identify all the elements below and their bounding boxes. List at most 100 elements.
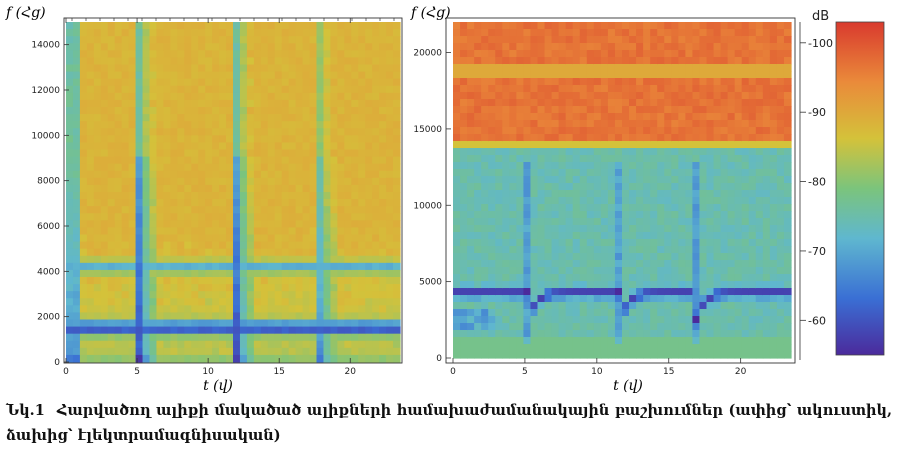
spectrogram-cell xyxy=(135,199,144,207)
spectrogram-cell xyxy=(358,177,366,186)
spectrogram-cell xyxy=(351,305,359,314)
spectrogram-cell xyxy=(100,184,109,193)
spectrogram-cell xyxy=(260,248,269,257)
spectrogram-cell xyxy=(460,169,468,177)
spectrogram-cell xyxy=(741,162,750,170)
y-tick-label: 20000 xyxy=(413,49,442,59)
spectrogram-cell xyxy=(769,204,778,212)
spectrogram-cell xyxy=(734,148,743,156)
spectrogram-cell xyxy=(636,281,644,289)
spectrogram-cell xyxy=(295,64,304,73)
spectrogram-cell xyxy=(699,337,708,345)
spectrogram-cell xyxy=(149,192,158,200)
spectrogram-cell xyxy=(755,190,764,198)
spectrogram-cell xyxy=(544,92,553,100)
spectrogram-cell xyxy=(358,340,366,349)
spectrogram-cell xyxy=(344,227,352,236)
spectrogram-cell xyxy=(783,260,792,268)
spectrogram-cell xyxy=(344,347,352,356)
spectrogram-cell xyxy=(544,211,553,219)
spectrogram-cell xyxy=(239,284,248,292)
spectrogram-cell xyxy=(453,71,461,79)
spectrogram-cell xyxy=(351,43,359,51)
spectrogram-cell xyxy=(114,333,123,342)
spectrogram-cell xyxy=(156,22,165,30)
spectrogram-cell xyxy=(128,206,137,214)
spectrogram-cell xyxy=(706,50,715,58)
spectrogram-cell xyxy=(657,351,665,359)
spectrogram-cell xyxy=(755,323,764,331)
spectrogram-cell xyxy=(692,253,701,261)
spectrogram-cell xyxy=(748,99,757,107)
spectrogram-cell xyxy=(212,121,220,129)
spectrogram-cell xyxy=(713,288,722,296)
spectrogram-cell xyxy=(170,277,178,285)
spectrogram-cell xyxy=(79,64,88,73)
spectrogram-cell xyxy=(544,295,553,303)
spectrogram-cell xyxy=(93,170,102,179)
spectrogram-cell xyxy=(622,92,630,100)
spectrogram-cell xyxy=(762,36,771,44)
spectrogram-cell xyxy=(692,183,701,191)
spectrogram-cell xyxy=(100,298,109,306)
spectrogram-cell xyxy=(481,337,489,345)
spectrogram-cell xyxy=(741,78,750,86)
spectrogram-cell xyxy=(86,43,95,51)
spectrogram-cell xyxy=(460,302,468,310)
spectrogram-cell xyxy=(495,274,503,282)
spectrogram-cell xyxy=(734,141,743,149)
spectrogram-cell xyxy=(685,148,694,156)
spectrogram-cell xyxy=(643,120,651,128)
spectrogram-cell xyxy=(762,330,771,338)
spectrogram-cell xyxy=(720,197,729,205)
y-tick-label: 0 xyxy=(54,358,60,368)
spectrogram-cell xyxy=(460,232,468,240)
spectrogram-cell xyxy=(586,260,595,268)
spectrogram-cell xyxy=(288,206,297,214)
spectrogram-cell xyxy=(509,267,517,275)
spectrogram-cell xyxy=(330,78,338,87)
spectrogram-cell xyxy=(650,316,658,324)
spectrogram-cell xyxy=(783,50,792,58)
spectrogram-cell xyxy=(323,284,332,292)
spectrogram-cell xyxy=(149,284,158,292)
spectrogram-cell xyxy=(572,127,581,135)
spectrogram-cell xyxy=(358,135,366,144)
spectrogram-cell xyxy=(316,57,325,66)
spectrogram-cell xyxy=(205,184,213,193)
spectrogram-cell xyxy=(600,218,609,226)
spectrogram-cell xyxy=(657,197,665,205)
spectrogram-cell xyxy=(288,135,297,144)
spectrogram-cell xyxy=(198,333,206,342)
spectrogram-cell xyxy=(495,183,503,191)
spectrogram-cell xyxy=(246,269,255,278)
spectrogram-cell xyxy=(337,78,345,87)
spectrogram-cell xyxy=(170,121,178,129)
spectrogram-cell xyxy=(226,107,234,115)
spectrogram-cell xyxy=(393,234,401,243)
spectrogram-cell xyxy=(593,225,602,233)
spectrogram-cell xyxy=(344,78,352,87)
spectrogram-cell xyxy=(135,241,144,250)
spectrogram-cell xyxy=(302,248,311,257)
spectrogram-cell xyxy=(481,99,489,107)
spectrogram-cell xyxy=(509,323,517,331)
spectrogram-cell xyxy=(643,134,651,142)
spectrogram-cell xyxy=(72,57,81,66)
spectrogram-cell xyxy=(295,177,304,186)
spectrogram-cell xyxy=(530,288,539,296)
spectrogram-cell xyxy=(170,22,178,30)
spectrogram-cell xyxy=(699,351,708,359)
spectrogram-cell xyxy=(288,234,297,243)
spectrogram-cell xyxy=(741,176,750,184)
spectrogram-cell xyxy=(551,246,560,254)
spectrogram-cell xyxy=(72,156,81,165)
spectrogram-cell xyxy=(170,312,178,321)
spectrogram-cell xyxy=(537,106,546,114)
spectrogram-cell xyxy=(629,99,637,107)
spectrogram-cell xyxy=(769,288,778,296)
spectrogram-cell xyxy=(769,295,778,303)
spectrogram-cell xyxy=(288,36,297,44)
spectrogram-cell xyxy=(66,340,74,349)
spectrogram-cell xyxy=(783,78,792,86)
